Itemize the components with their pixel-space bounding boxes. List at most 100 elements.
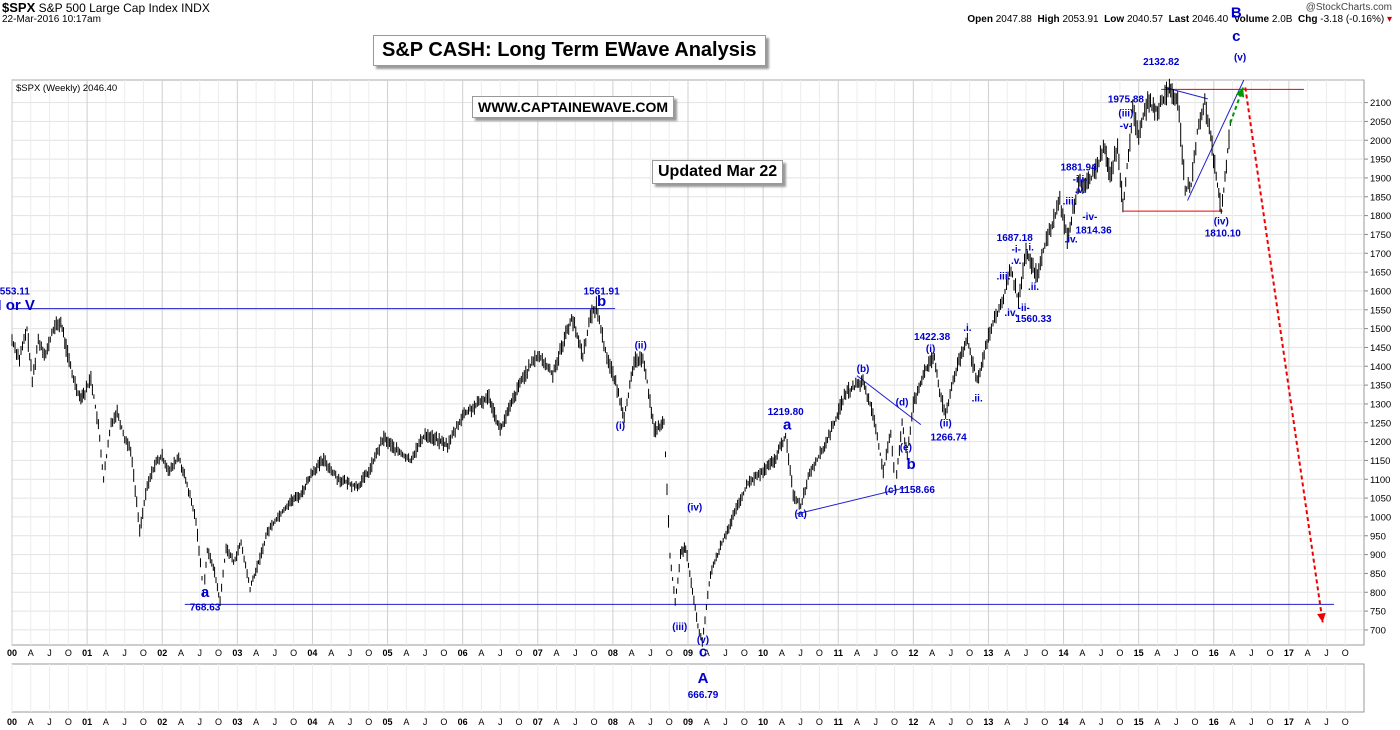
x-tick-label: J bbox=[498, 717, 503, 727]
x-tick-label: A bbox=[1305, 717, 1311, 727]
wave-label: .ii. bbox=[1028, 282, 1039, 293]
x-tick-label: O bbox=[1116, 648, 1123, 658]
x-tick-label: J bbox=[648, 717, 653, 727]
x-tick-label: O bbox=[1041, 717, 1048, 727]
x-tick-label: O bbox=[741, 717, 748, 727]
wave-label: 2132.82 bbox=[1143, 57, 1180, 68]
wave-label: 768.63 bbox=[190, 602, 221, 613]
x-tick-label: O bbox=[891, 717, 898, 727]
y-tick-label: 800 bbox=[1370, 588, 1386, 599]
wave-label: 1687.18 bbox=[997, 233, 1034, 244]
x-tick-label: O bbox=[1267, 648, 1274, 658]
wave-label: 1422.38 bbox=[914, 332, 951, 343]
y-tick-label: 1300 bbox=[1370, 399, 1391, 410]
x-tick-label: 15 bbox=[1134, 717, 1144, 727]
x-tick-label: 08 bbox=[608, 648, 618, 658]
y-tick-label: 1800 bbox=[1370, 211, 1391, 222]
wave-label: 666.79 bbox=[688, 690, 719, 701]
y-tick-label: 1000 bbox=[1370, 512, 1391, 523]
x-tick-label: J bbox=[198, 648, 203, 658]
x-tick-label: 07 bbox=[533, 717, 543, 727]
wave-label: a bbox=[783, 417, 792, 434]
x-tick-label: J bbox=[122, 648, 127, 658]
x-tick-label: J bbox=[1324, 717, 1329, 727]
x-tick-label: O bbox=[666, 648, 673, 658]
y-tick-label: 2050 bbox=[1370, 117, 1391, 128]
x-tick-label: J bbox=[348, 717, 353, 727]
x-tick-label: 02 bbox=[157, 648, 167, 658]
x-tick-label: 00 bbox=[7, 648, 17, 658]
x-tick-label: O bbox=[1342, 648, 1349, 658]
x-tick-label: O bbox=[440, 717, 447, 727]
x-tick-label: J bbox=[1174, 648, 1179, 658]
x-tick-label: O bbox=[215, 717, 222, 727]
high-label: High bbox=[1037, 14, 1060, 25]
wave-label: (iii) bbox=[1118, 109, 1133, 120]
x-tick-label: J bbox=[573, 717, 578, 727]
x-tick-label: J bbox=[348, 648, 353, 658]
x-tick-label: J bbox=[798, 717, 803, 727]
x-tick-label: J bbox=[874, 648, 879, 658]
brand-logo[interactable]: @StockCharts.com bbox=[1305, 2, 1392, 13]
x-tick-label: 05 bbox=[383, 717, 393, 727]
x-tick-label: A bbox=[1154, 648, 1160, 658]
wave-label: -iii- bbox=[1073, 174, 1088, 185]
wave-label: 1810.10 bbox=[1205, 228, 1242, 239]
x-tick-label: A bbox=[253, 717, 259, 727]
y-tick-label: 1700 bbox=[1370, 249, 1391, 260]
chg-label: Chg bbox=[1298, 14, 1318, 25]
x-tick-label: A bbox=[28, 648, 34, 658]
wave-label: c bbox=[1232, 28, 1240, 45]
wave-label: 1561.91 bbox=[584, 287, 621, 298]
wave-label: .iv. bbox=[1004, 308, 1017, 319]
x-tick-label: O bbox=[816, 648, 823, 658]
y-tick-label: 1050 bbox=[1370, 494, 1391, 505]
x-tick-label: O bbox=[666, 717, 673, 727]
x-tick-label: 03 bbox=[232, 717, 242, 727]
x-tick-label: 04 bbox=[307, 648, 317, 658]
x-tick-label: J bbox=[949, 648, 954, 658]
x-tick-label: A bbox=[1079, 717, 1085, 727]
x-tick-label: A bbox=[779, 717, 785, 727]
y-tick-label: 2000 bbox=[1370, 136, 1391, 147]
open-value: 2047.88 bbox=[995, 14, 1032, 25]
volume-label: Volume bbox=[1233, 14, 1270, 25]
x-tick-label: J bbox=[1024, 717, 1029, 727]
x-tick-label: 07 bbox=[533, 648, 543, 658]
x-tick-label: A bbox=[403, 717, 409, 727]
x-tick-label: O bbox=[290, 717, 297, 727]
x-tick-label: J bbox=[198, 717, 203, 727]
y-tick-label: 950 bbox=[1370, 531, 1386, 542]
projected-decline-line bbox=[1244, 87, 1324, 623]
x-tick-label: O bbox=[591, 717, 598, 727]
x-tick-label: J bbox=[723, 717, 728, 727]
x-tick-label: O bbox=[1191, 648, 1198, 658]
x-tick-label: A bbox=[178, 648, 184, 658]
wave-label: (v) bbox=[697, 635, 709, 646]
y-tick-label: 1100 bbox=[1370, 475, 1390, 486]
x-tick-label: A bbox=[554, 648, 560, 658]
x-tick-label: J bbox=[47, 717, 52, 727]
x-tick-label: J bbox=[47, 648, 52, 658]
wave-label: .ii. bbox=[972, 393, 983, 404]
y-tick-label: 1550 bbox=[1370, 305, 1391, 316]
x-tick-label: A bbox=[478, 717, 484, 727]
x-tick-label: J bbox=[1099, 648, 1104, 658]
projection-arrowhead bbox=[1317, 612, 1326, 623]
x-tick-label: O bbox=[1191, 717, 1198, 727]
wave-label: a bbox=[201, 584, 210, 601]
x-tick-label: 09 bbox=[683, 717, 693, 727]
x-tick-label: J bbox=[1249, 717, 1254, 727]
x-tick-label: J bbox=[1024, 648, 1029, 658]
x-tick-label: A bbox=[854, 717, 860, 727]
x-tick-label: J bbox=[1249, 648, 1254, 658]
last-value: 2046.40 bbox=[1192, 14, 1229, 25]
x-tick-label: A bbox=[1230, 717, 1236, 727]
x-tick-label: 16 bbox=[1209, 648, 1219, 658]
wave-label: .i. bbox=[963, 323, 972, 334]
x-tick-label: A bbox=[103, 648, 109, 658]
x-tick-label: A bbox=[328, 717, 334, 727]
wave-label: (iv) bbox=[1214, 216, 1229, 227]
x-tick-label: 13 bbox=[983, 648, 993, 658]
